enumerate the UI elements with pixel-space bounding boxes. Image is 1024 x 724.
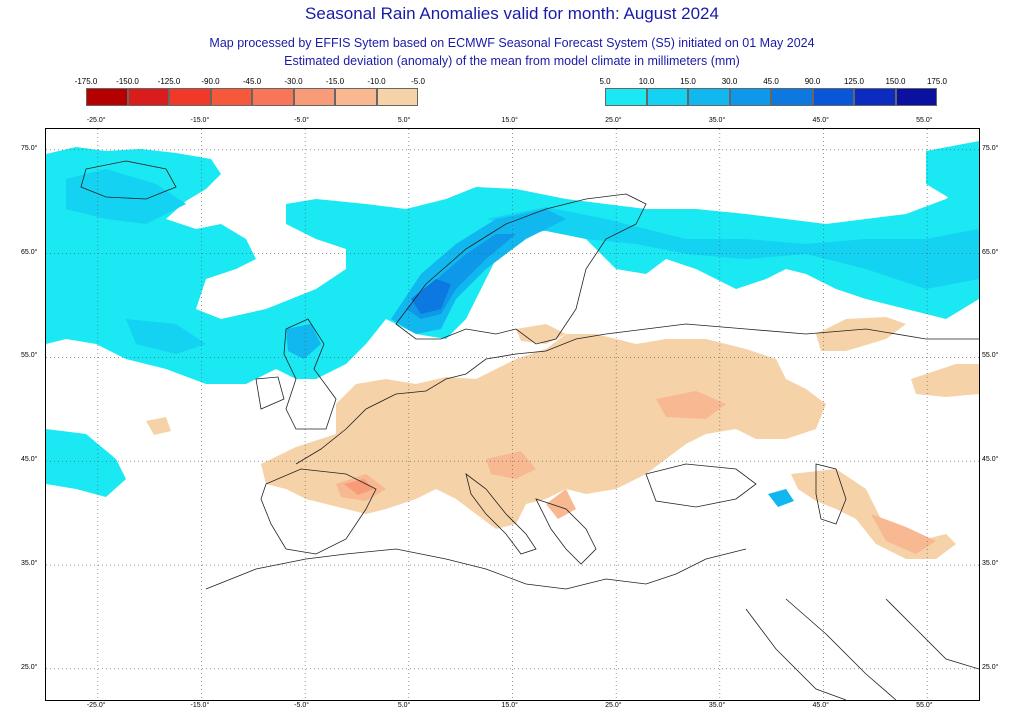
legend-wet-swatch (895, 88, 937, 106)
legend-dry-swatch (335, 88, 377, 106)
longitude-tick-label: -25.0° (86, 702, 106, 709)
longitude-tick-label: -5.0° (294, 702, 310, 709)
longitude-tick-label: 25.0° (605, 702, 622, 709)
latitude-tick-label: 75.0° (21, 144, 38, 152)
legend-wet-swatch (854, 88, 896, 106)
coast-iberia (260, 468, 377, 555)
legend-wet-label: 45.0 (763, 77, 779, 86)
longitude-tick-label: 55.0° (916, 702, 933, 709)
dry-area-south-europe (261, 334, 826, 529)
legend-wet-swatch (605, 88, 647, 106)
legend-wet-swatch (812, 88, 854, 106)
longitude-tick-label: 35.0° (708, 117, 726, 124)
latitude-tick-label: 55.0° (982, 352, 999, 360)
coast-balkans-greece (535, 498, 597, 565)
dry-area-russia (816, 317, 979, 397)
legend-wet-swatch (688, 88, 730, 106)
legend-wet-swatch (729, 88, 771, 106)
legend-dry-label: -90.0 (201, 77, 220, 86)
legend-wet-swatch (646, 88, 688, 106)
coast-scandinavia (395, 193, 647, 345)
latitude-tick-label: 65.0° (982, 248, 999, 256)
legend-wet-label: 30.0 (721, 77, 738, 86)
longitude-tick-label: 55.0° (916, 117, 933, 124)
longitude-tick-label: 45.0° (812, 117, 829, 124)
coast-black-sea (645, 463, 757, 508)
coast-british-isles (255, 318, 337, 430)
longitude-tick-label: 45.0° (812, 702, 829, 709)
legend-wet-label: 150.0 (885, 77, 906, 86)
legend-dry-swatch (252, 88, 294, 106)
wet-area-scotland (286, 324, 321, 359)
latitude-tick-label: 45.0° (982, 456, 999, 464)
longitude-tick-label: 15.0° (501, 117, 518, 124)
latitude-tick-label: 65.0° (21, 248, 38, 256)
coastlines (80, 160, 979, 700)
longitude-tick-label: -15.0° (190, 702, 210, 709)
longitude-tick-label: 5.0° (397, 702, 411, 709)
legend-dry-swatch (86, 88, 128, 106)
map-subtitle-processing: Map processed by EFFIS Sytem based on EC… (209, 36, 815, 50)
legend-wet-label: 125.0 (843, 77, 865, 86)
legend-wet-label: 90.0 (804, 77, 821, 86)
wet-area-north-atlantic (46, 147, 979, 384)
legend-dry-swatch (293, 88, 335, 106)
legend-dry-swatch (127, 88, 169, 106)
dry-area-pyrenees (344, 479, 374, 495)
map-subtitle-units: Estimated deviation (anomaly) of the mea… (284, 54, 740, 68)
latitude-tick-label: 35.0° (982, 560, 999, 568)
latitude-tick-label: 25.0° (982, 663, 999, 671)
wet-area-atlantic-south (46, 429, 126, 497)
coast-italy (465, 473, 537, 555)
anomaly-map (45, 128, 980, 701)
coast-caspian (815, 463, 847, 525)
legend-wet-label: 15.0 (680, 77, 696, 86)
longitude-tick-label: 35.0° (708, 702, 726, 709)
longitude-tick-label: 25.0° (605, 117, 622, 124)
latitude-tick-label: 75.0° (982, 144, 999, 152)
longitude-tick-label: -15.0° (190, 117, 210, 124)
longitude-tick-label: -5.0° (294, 117, 310, 124)
wet-area-norway-max (411, 279, 451, 314)
latitude-tick-label: 45.0° (21, 456, 38, 464)
longitude-tick-label: 15.0° (501, 702, 518, 709)
map-canvas (46, 129, 979, 700)
legend-dry-label: -150.0 (116, 77, 139, 86)
legend-dry-label: -5.0 (411, 77, 425, 86)
dry-area-ireland (146, 417, 171, 435)
legend-wet-label: 10.0 (638, 77, 655, 86)
legend-dry-label: -125.0 (157, 77, 181, 86)
legend-wet-label: 175.0 (926, 77, 948, 86)
legend-wet-label: 5.0 (599, 77, 611, 86)
dry-area-scandinavia (516, 324, 566, 344)
wet-anomaly-areas (46, 141, 979, 507)
latitude-tick-label: 25.0° (21, 663, 38, 671)
legend-dry-label: -30.0 (284, 77, 303, 86)
wet-area-svalbard (926, 141, 979, 199)
wet-area-mid (66, 169, 979, 354)
latitude-tick-label: 55.0° (21, 352, 38, 360)
wet-area-caucasus (768, 489, 794, 507)
coast-red-sea (745, 598, 897, 700)
dry-anomaly-areas (146, 317, 979, 559)
legend-dry-label: -10.0 (367, 77, 386, 86)
latitude-tick-label: 35.0° (21, 560, 38, 568)
coast-mediterranean-africa (205, 548, 747, 590)
legend-dry-label: -175.0 (74, 77, 98, 86)
legend-dry-swatch (376, 88, 418, 106)
map-title: Seasonal Rain Anomalies valid for month:… (305, 4, 719, 23)
legend-dry-label: -15.0 (325, 77, 345, 86)
legend-dry-label: -45.0 (242, 77, 262, 86)
coast-persian-gulf (885, 598, 979, 670)
legend-wet-swatch (771, 88, 813, 106)
longitude-tick-label: 5.0° (397, 117, 411, 124)
coast-iceland (80, 160, 177, 200)
legend-dry-swatch (210, 88, 252, 106)
longitude-tick-label: -25.0° (86, 117, 106, 124)
coast-mainland-europe (295, 323, 979, 465)
legend-dry-swatch (169, 88, 211, 106)
